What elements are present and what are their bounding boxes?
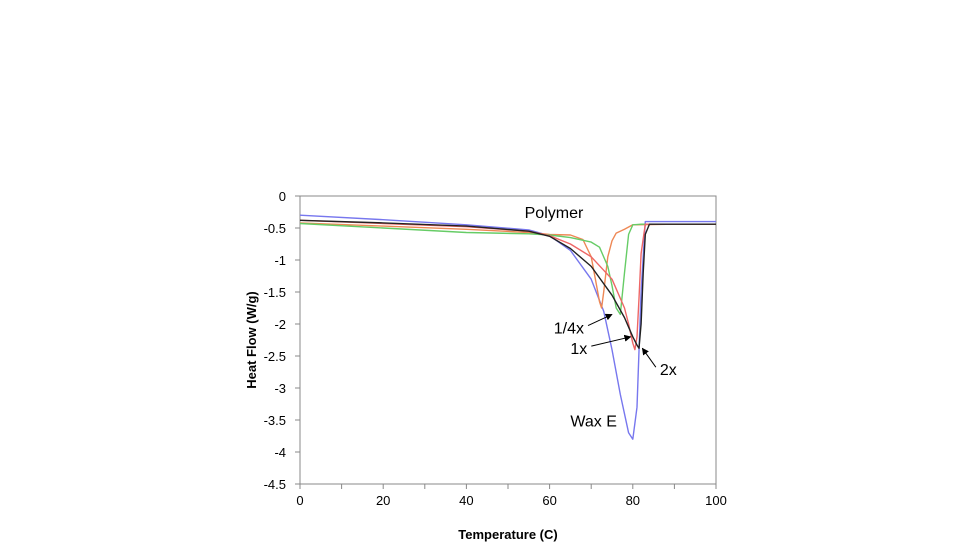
x-tick-label: 80 xyxy=(626,493,640,508)
annotation-label: 2x xyxy=(660,362,677,379)
x-tick-label: 40 xyxy=(459,493,473,508)
plot-area xyxy=(299,195,717,485)
series-line-5 xyxy=(299,219,716,349)
annotation-label: Polymer xyxy=(525,205,584,222)
series-line-2 xyxy=(299,222,716,309)
y-tick-label: -3.5 xyxy=(264,413,286,428)
y-tick-label: -1 xyxy=(274,253,286,268)
y-tick-label: -3 xyxy=(274,381,286,396)
y-tick-label: -4 xyxy=(274,445,286,460)
series-line-4 xyxy=(299,219,716,351)
annotation-label: Wax E xyxy=(570,413,617,430)
y-tick-label: -2 xyxy=(274,317,286,332)
annotation-label: 1x xyxy=(570,341,587,358)
y-tick-label: 0 xyxy=(279,189,286,204)
x-tick-label: 20 xyxy=(376,493,390,508)
y-tick-label: -2.5 xyxy=(264,349,286,364)
x-tick-label: 60 xyxy=(542,493,556,508)
annotation-arrow xyxy=(591,334,632,347)
x-tick-label: 0 xyxy=(296,493,303,508)
y-axis-title: Heat Flow (W/g) xyxy=(244,291,259,389)
y-tick-label: -0.5 xyxy=(264,221,286,236)
series-line-1 xyxy=(299,214,716,440)
annotation-label: 1/4x xyxy=(554,321,584,338)
x-axis-title: Temperature (C) xyxy=(458,527,557,542)
series-line-3 xyxy=(299,222,716,316)
y-tick-label: -4.5 xyxy=(264,477,286,492)
x-tick-label: 100 xyxy=(705,493,727,508)
annotation-arrow xyxy=(641,347,657,368)
y-tick-label: -1.5 xyxy=(264,285,286,300)
annotation-arrow xyxy=(587,313,613,327)
